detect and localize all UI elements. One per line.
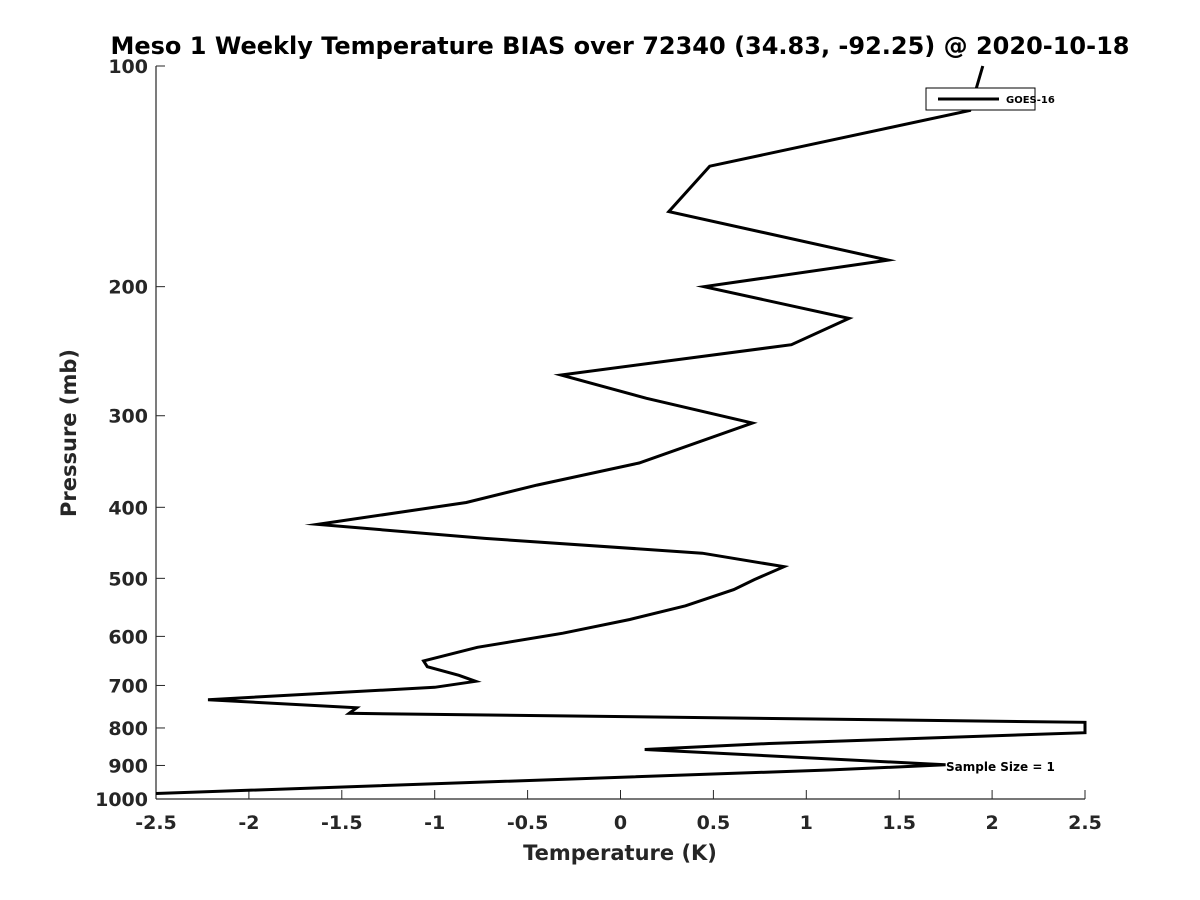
x-tick-label: -0.5 [507, 812, 549, 834]
x-tick-label: -2.5 [135, 812, 177, 834]
y-ticks: 100 200 300 400 500 600 700 800 900 1000 [95, 56, 165, 811]
x-tick-label: 2 [985, 812, 998, 834]
x-tick-label: -1.5 [321, 812, 363, 834]
x-tick-label: 1 [800, 812, 813, 834]
series-line-goes-16 [155, 65, 1087, 795]
legend-label-goes-16: GOES-16 [1006, 95, 1055, 106]
y-tick-label: 400 [108, 497, 148, 519]
y-tick-label: 700 [108, 675, 148, 697]
axes [155, 66, 1085, 800]
x-tick-label: -1 [424, 812, 445, 834]
y-tick-label: 100 [108, 56, 148, 78]
x-tick-label: 2.5 [1068, 812, 1102, 834]
y-tick-label: 300 [108, 406, 148, 428]
x-axis-label: Temperature (K) [523, 841, 717, 865]
y-tick-label: 200 [108, 277, 148, 299]
x-tick-label: 1.5 [882, 812, 916, 834]
y-axis-label: Pressure (mb) [57, 349, 81, 517]
x-ticks: -2.5 -2 -1.5 -1 -0.5 0 0.5 1 1.5 2 2.5 [135, 790, 1102, 834]
x-tick-label: -2 [238, 812, 259, 834]
legend: GOES-16 [925, 87, 1055, 111]
sample-size-annotation: Sample Size = 1 [946, 760, 1055, 774]
y-tick-label: 500 [108, 568, 148, 590]
y-tick-label: 800 [108, 718, 148, 740]
y-tick-label: 900 [108, 755, 148, 777]
x-tick-label: 0 [614, 812, 627, 834]
series-group [155, 65, 1087, 795]
chart-title: Meso 1 Weekly Temperature BIAS over 7234… [110, 32, 1129, 60]
y-tick-label: 600 [108, 626, 148, 648]
y-tick-label: 1000 [95, 789, 148, 811]
x-tick-label: 0.5 [697, 812, 731, 834]
